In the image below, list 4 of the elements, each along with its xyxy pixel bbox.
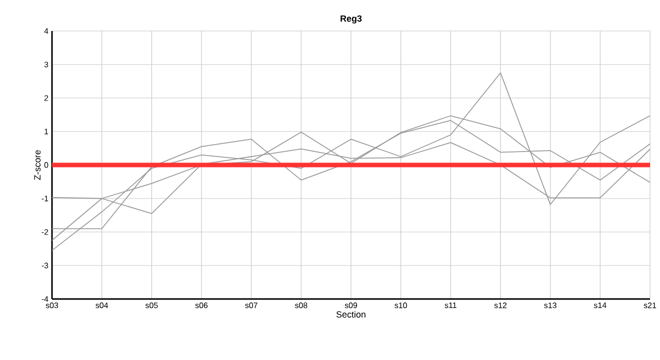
chart-title: Reg3	[340, 15, 362, 24]
y-axis-title: Z-score	[34, 150, 41, 180]
line-series	[52, 72, 650, 251]
x-axis-title: Section	[336, 311, 366, 318]
